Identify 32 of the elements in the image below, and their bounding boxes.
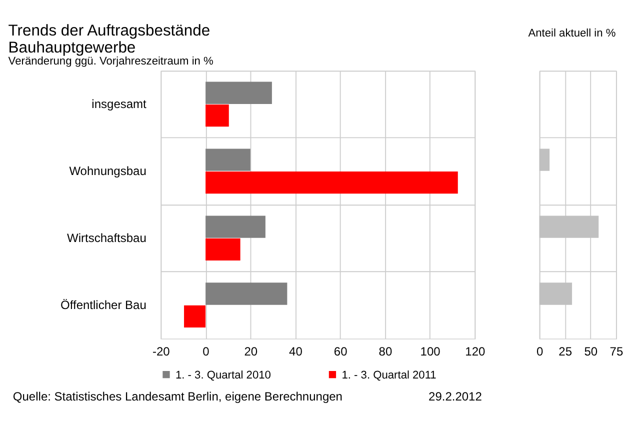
- legend-label: 1. - 3. Quartal 2011: [342, 369, 436, 382]
- x-tick-label: 0: [202, 344, 210, 359]
- chart-title: Anteil aktuell in %: [528, 28, 616, 40]
- bar: [184, 305, 206, 328]
- chart-subtitle: Veränderung ggü. Vorjahreszeitraum in %: [8, 55, 214, 68]
- x-tick-label: 50: [584, 344, 598, 359]
- x-tick-label: 0: [536, 344, 544, 359]
- bar: [206, 82, 272, 104]
- x-tick-label: 100: [420, 344, 441, 359]
- x-tick-label: 25: [558, 344, 572, 359]
- bar: [206, 104, 229, 127]
- x-tick-label: 20: [244, 344, 258, 359]
- y-tick-label: Wirtschaftsbau: [67, 230, 146, 245]
- bar: [206, 216, 266, 238]
- y-tick-label: Wohnungsbau: [69, 164, 146, 178]
- bar: [206, 171, 458, 194]
- bar: [206, 148, 250, 171]
- text: 29.2.2012: [428, 389, 482, 404]
- x-tick-label: 60: [334, 344, 348, 359]
- x-tick-label: 75: [610, 344, 624, 359]
- legend-label: 1. - 3. Quartal 2010: [175, 369, 271, 382]
- x-tick-label: -20: [152, 344, 170, 359]
- text: Trends der Auftragsbestände: [8, 22, 210, 40]
- x-tick-label: 80: [378, 344, 392, 359]
- y-tick-label: Öffentlicher Bau: [60, 298, 146, 312]
- bar: [206, 282, 288, 305]
- source-note: Quelle: Statistisches Landesamt Berlin, eigene Berechnungen: [12, 389, 342, 404]
- x-tick-label: 40: [289, 344, 303, 359]
- text: Bauhauptgewerbe: [8, 39, 136, 56]
- x-tick-label: 120: [465, 344, 486, 359]
- bar: [206, 238, 240, 261]
- y-tick-label: insgesamt: [92, 96, 148, 111]
